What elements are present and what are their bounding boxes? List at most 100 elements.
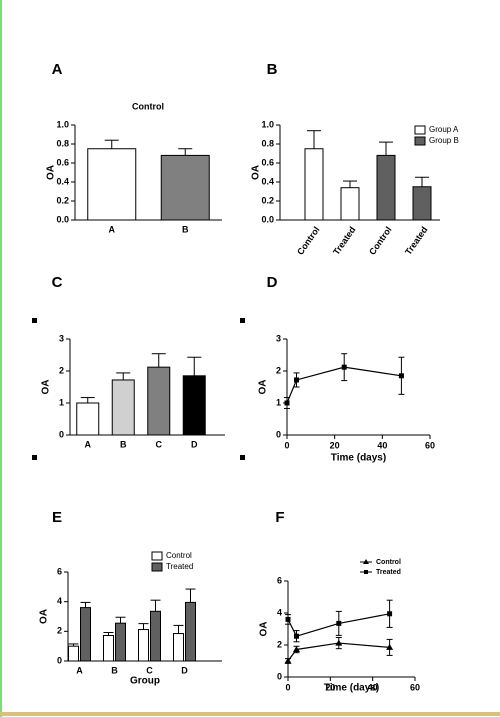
- bar: [103, 634, 114, 662]
- y-axis-label: OA: [41, 380, 52, 395]
- x-tick-label: 20: [325, 682, 335, 692]
- y-tick-label: 1: [276, 397, 281, 407]
- y-tick-label: 2: [59, 365, 64, 375]
- x-tick-label: B: [111, 665, 118, 675]
- x-tick-label: A: [85, 439, 92, 449]
- y-tick-label: 0: [276, 429, 281, 439]
- x-axis-label: Group: [130, 676, 160, 687]
- marker: [285, 616, 291, 622]
- legend-label: Group B: [429, 136, 459, 145]
- bar: [160, 154, 210, 221]
- y-tick-label: 0.8: [56, 138, 69, 148]
- bar: [115, 622, 126, 662]
- bar: [173, 633, 184, 662]
- legend-swatch: [414, 125, 426, 135]
- legend-swatch: [151, 551, 163, 561]
- panel-label: B: [267, 61, 278, 78]
- bar: [68, 645, 79, 662]
- y-tick-label: 3: [276, 333, 281, 343]
- y-tick-label: 0.2: [261, 195, 274, 205]
- x-tick-label: 40: [377, 440, 387, 450]
- x-tick-label: D: [181, 665, 188, 675]
- x-tick-label: D: [191, 439, 198, 449]
- x-tick-label: 0: [284, 440, 289, 450]
- x-tick-label: B: [120, 439, 127, 449]
- y-tick-label: 4: [57, 596, 62, 606]
- y-tick-label: 0.6: [56, 157, 69, 167]
- y-tick-label: 1: [59, 397, 64, 407]
- marker: [284, 400, 290, 406]
- corner-mark: [32, 318, 37, 323]
- bar: [376, 154, 396, 221]
- x-axis-label: Time (days): [331, 453, 386, 464]
- chart-title: Control: [132, 101, 164, 111]
- bar: [150, 610, 161, 662]
- y-tick-label: 0.2: [56, 195, 69, 205]
- marker: [386, 643, 394, 650]
- marker: [294, 377, 300, 383]
- y-axis-label: OA: [251, 165, 262, 180]
- bar: [412, 186, 432, 221]
- bar: [185, 601, 196, 662]
- marker: [293, 633, 299, 639]
- line: [287, 613, 390, 637]
- line: [286, 366, 402, 404]
- bar: [182, 375, 206, 436]
- y-tick-label: 0.4: [261, 176, 274, 186]
- x-tick-label: 60: [425, 440, 435, 450]
- y-tick-label: 1.0: [261, 119, 274, 129]
- panel-label: D: [267, 274, 278, 291]
- panel-label: A: [52, 61, 63, 78]
- legend-swatch: [151, 562, 163, 572]
- x-tick-label: A: [109, 224, 116, 234]
- line: [287, 642, 390, 662]
- x-axis-label: Time (days): [324, 683, 379, 694]
- corner-mark: [32, 455, 37, 460]
- y-tick-label: 3: [59, 333, 64, 343]
- x-tick-label: 60: [410, 682, 420, 692]
- legend-label: Group A: [429, 125, 459, 134]
- marker: [292, 645, 300, 652]
- legend-marker: [364, 570, 368, 574]
- legend-marker: [363, 559, 369, 564]
- panel-label: C: [52, 274, 63, 291]
- y-tick-label: 0.8: [261, 138, 274, 148]
- marker: [284, 657, 292, 664]
- y-axis-label: OA: [46, 165, 57, 180]
- y-tick-label: 0: [277, 671, 282, 681]
- marker: [341, 364, 347, 370]
- panel-label: F: [275, 509, 284, 526]
- y-tick-label: 0.4: [56, 176, 69, 186]
- y-tick-label: 0.0: [261, 214, 274, 224]
- x-tick-label: B: [182, 224, 189, 234]
- y-tick-label: 0: [57, 655, 62, 665]
- legend-label: Control: [376, 559, 401, 566]
- marker: [336, 620, 342, 626]
- legend-swatch: [414, 136, 426, 146]
- legend-label: Control: [166, 551, 192, 560]
- bar: [111, 379, 135, 436]
- y-axis-label: OA: [39, 609, 50, 624]
- y-axis-label: OA: [259, 622, 270, 637]
- y-axis-label: OA: [258, 380, 269, 395]
- y-tick-label: 2: [57, 626, 62, 636]
- bar: [76, 402, 100, 436]
- x-tick-label: A: [76, 665, 83, 675]
- bar: [304, 148, 324, 221]
- bar: [87, 148, 137, 221]
- marker: [387, 611, 393, 617]
- bar: [147, 366, 171, 436]
- x-tick-label: C: [156, 439, 163, 449]
- y-tick-label: 2: [277, 639, 282, 649]
- x-tick-label: 0: [285, 682, 290, 692]
- marker: [335, 639, 343, 646]
- y-tick-label: 4: [277, 607, 282, 617]
- panel-label: E: [52, 509, 62, 526]
- y-tick-label: 0.6: [261, 157, 274, 167]
- y-tick-label: 2: [276, 365, 281, 375]
- bar: [340, 187, 360, 221]
- y-tick-label: 6: [277, 575, 282, 585]
- y-tick-label: 0: [59, 429, 64, 439]
- y-tick-label: 1.0: [56, 119, 69, 129]
